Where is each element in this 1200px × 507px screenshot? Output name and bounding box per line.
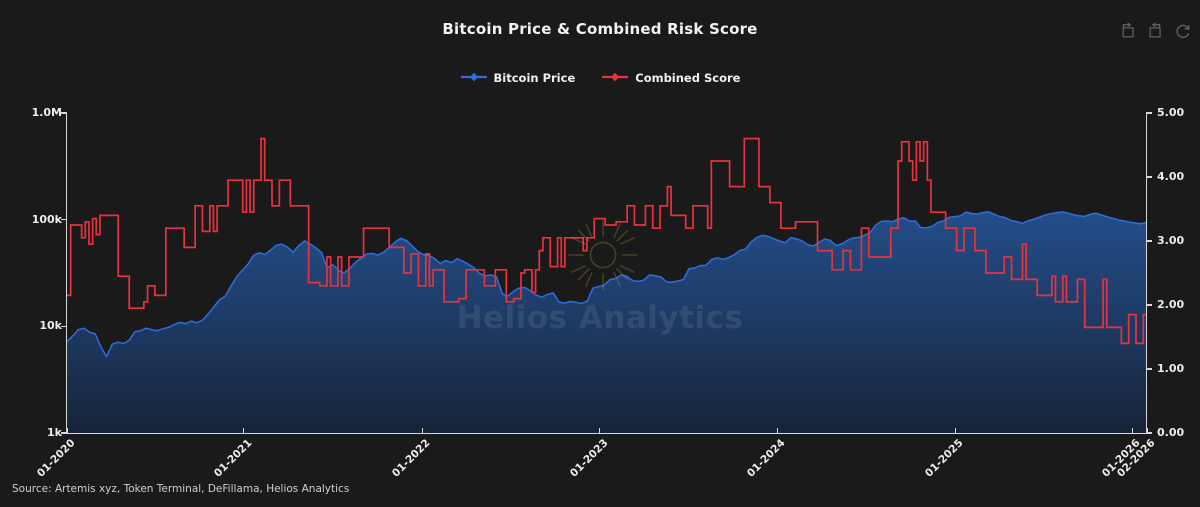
y-tick-label-right: 2.00 <box>1157 298 1185 311</box>
x-axis-spine <box>66 433 1148 435</box>
source-note: Source: Artemis xyz, Token Terminal, DeF… <box>12 483 350 495</box>
bitcoin-price-area <box>67 211 1147 433</box>
x-tick-label: 01-2021 <box>211 437 255 480</box>
bitcoin-price-line <box>67 211 1147 358</box>
page-title: Bitcoin Price & Combined Risk Score <box>442 20 758 38</box>
y-axis-right-spine <box>1146 112 1148 434</box>
x-tick <box>1146 428 1148 433</box>
plot-svg <box>67 137 1147 433</box>
y-tick-label-right: 5.00 <box>1157 106 1185 119</box>
y-axis-left-spine <box>66 112 68 434</box>
y-tick-right <box>1147 112 1152 114</box>
y-tick-label-left: 10k <box>39 319 62 333</box>
y-tick-label-left: 100k <box>31 212 62 226</box>
y-tick-label-right: 4.00 <box>1157 170 1185 183</box>
y-tick-label-right: 3.00 <box>1157 234 1185 247</box>
refresh-icon[interactable] <box>1174 22 1192 40</box>
legend-label-bitcoin-price: Bitcoin Price <box>493 70 576 85</box>
x-tick-label: 01-2022 <box>390 437 433 480</box>
x-tick-label: 01-2025 <box>923 437 966 480</box>
y-tick-right <box>1147 240 1152 242</box>
combined-score-line <box>67 137 1147 345</box>
x-tick-label: 01-2020 <box>34 437 78 480</box>
y-tick-label-right: 1.00 <box>1157 362 1185 375</box>
legend-swatch-line-icon <box>601 68 629 87</box>
y-tick-label-left: 1.0M <box>31 106 62 119</box>
x-tick <box>954 428 956 433</box>
x-tick-label: 01-2024 <box>745 437 788 480</box>
plot-area <box>67 113 1147 433</box>
y-tick-left <box>61 432 66 434</box>
y-tick-label-right: 0.00 <box>1157 426 1185 439</box>
legend-swatch-line-icon <box>460 68 488 87</box>
x-tick <box>1131 428 1133 433</box>
y-tick-right <box>1147 432 1152 434</box>
rotate-right-icon[interactable] <box>1147 22 1165 40</box>
y-tick-left <box>61 219 66 221</box>
x-tick <box>243 428 245 433</box>
y-tick-right <box>1147 304 1152 306</box>
x-tick <box>421 428 423 433</box>
x-tick <box>66 428 68 433</box>
y-tick-left <box>61 112 66 114</box>
y-tick-right <box>1147 176 1152 178</box>
chart-legend: Bitcoin Price Combined Score <box>0 68 1200 87</box>
x-tick <box>599 428 601 433</box>
x-tick-label: 01-2023 <box>567 437 611 480</box>
legend-label-combined-score: Combined Score <box>635 70 741 85</box>
legend-item-bitcoin-price[interactable]: Bitcoin Price <box>460 68 576 87</box>
chart-toolbar <box>1120 22 1192 40</box>
rotate-left-icon[interactable] <box>1120 22 1138 40</box>
y-tick-label-left: 1k <box>47 426 62 439</box>
x-tick <box>776 428 778 433</box>
legend-item-combined-score[interactable]: Combined Score <box>601 68 740 87</box>
y-tick-right <box>1147 368 1152 370</box>
y-tick-left <box>61 325 66 327</box>
